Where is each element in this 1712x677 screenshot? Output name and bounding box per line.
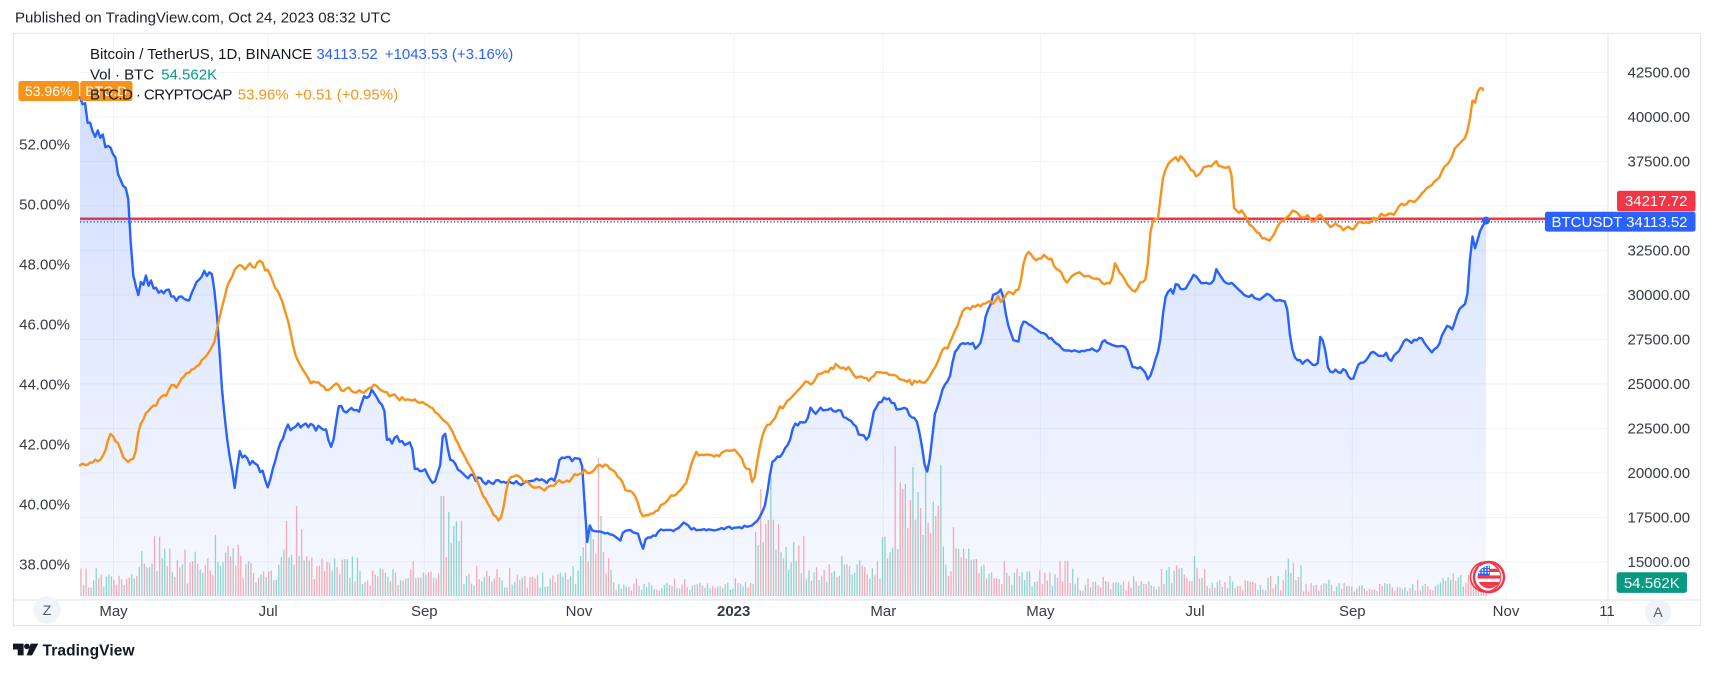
svg-text:30000.00: 30000.00 [1628, 287, 1691, 304]
svg-text:54.562K: 54.562K [1624, 575, 1680, 592]
svg-text:TradingView: TradingView [43, 643, 136, 660]
svg-text:46.00%: 46.00% [19, 317, 70, 334]
svg-text:Bitcoin / TetherUS, 1D, BINANC: Bitcoin / TetherUS, 1D, BINANCE 34113.52 +… [90, 46, 513, 63]
svg-text:May: May [1026, 603, 1055, 620]
svg-text:22500.00: 22500.00 [1628, 421, 1691, 438]
svg-text:May: May [99, 603, 128, 620]
svg-text:Nov: Nov [566, 603, 593, 620]
svg-text:BTC.D: BTC.D [85, 83, 127, 99]
svg-text:Z: Z [43, 602, 52, 618]
svg-text:40000.00: 40000.00 [1628, 109, 1691, 126]
svg-text:32500.00: 32500.00 [1628, 243, 1691, 260]
svg-text:11: 11 [1599, 603, 1615, 620]
svg-text:A: A [1653, 604, 1663, 620]
svg-text:53.96%: 53.96% [25, 83, 72, 99]
svg-text:25000.00: 25000.00 [1628, 376, 1691, 393]
svg-text:34113.52: 34113.52 [1626, 214, 1687, 231]
svg-text:Sep: Sep [411, 603, 438, 620]
svg-text:40.00%: 40.00% [19, 497, 70, 514]
svg-text:48.00%: 48.00% [19, 257, 70, 274]
svg-text:20000.00: 20000.00 [1628, 465, 1691, 482]
svg-text:17500.00: 17500.00 [1628, 510, 1691, 527]
svg-text:Jul: Jul [259, 603, 278, 620]
svg-text:Jul: Jul [1186, 603, 1205, 620]
svg-text:42.00%: 42.00% [19, 437, 70, 454]
svg-text:Published on TradingView.com,: Published on TradingView.com, Oct 24, 20… [15, 9, 391, 26]
svg-text:Sep: Sep [1339, 603, 1366, 620]
svg-text:Nov: Nov [1493, 603, 1520, 620]
svg-text:Mar: Mar [870, 603, 896, 620]
svg-text:34217.72: 34217.72 [1625, 193, 1688, 210]
svg-text:2023: 2023 [717, 603, 750, 620]
svg-text:27500.00: 27500.00 [1628, 332, 1691, 349]
svg-text:42500.00: 42500.00 [1628, 65, 1691, 82]
svg-text:50.00%: 50.00% [19, 197, 70, 214]
svg-text:37500.00: 37500.00 [1628, 154, 1691, 171]
svg-text:38.00%: 38.00% [19, 557, 70, 574]
svg-text:15000.00: 15000.00 [1628, 554, 1691, 571]
svg-text:BTCUSDT: BTCUSDT [1552, 214, 1623, 231]
svg-text:44.00%: 44.00% [19, 377, 70, 394]
svg-text:52.00%: 52.00% [19, 137, 70, 154]
